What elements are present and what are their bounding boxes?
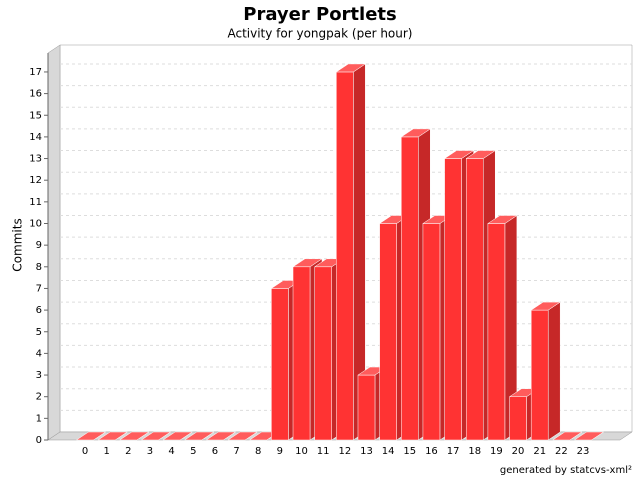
bar-top (530, 301, 562, 311)
x-tick-label: 23 (577, 446, 590, 457)
x-tick-label: 13 (360, 446, 373, 457)
y-tick-label: 15 (29, 110, 42, 121)
y-tick-label: 4 (36, 348, 42, 359)
x-tick-label: 11 (317, 446, 330, 457)
x-tick-label: 16 (425, 446, 438, 457)
y-tick-label: 17 (29, 67, 42, 78)
bar-top (487, 215, 518, 224)
y-tick-label: 0 (36, 435, 42, 446)
x-tick-label: 20 (512, 446, 525, 457)
bar-top (292, 258, 323, 268)
chart-subtitle: Activity for yongpak (per hour) (227, 27, 412, 41)
bar-top (227, 431, 258, 441)
y-tick-label: 12 (29, 175, 42, 186)
y-tick-label: 13 (29, 154, 42, 165)
bar-top (335, 63, 367, 73)
bar (487, 223, 506, 441)
x-tick-label: 14 (382, 446, 395, 457)
x-tick-label: 0 (82, 446, 88, 457)
bar (530, 309, 549, 441)
bar (509, 396, 527, 441)
bar (357, 374, 376, 441)
footer: generated by statcvs-xml² (500, 465, 632, 476)
bar-top (552, 431, 583, 441)
y-tick-label: 9 (36, 240, 42, 251)
chart-title: Prayer Portlets (243, 4, 396, 25)
bar-top (443, 150, 475, 159)
bar (422, 223, 441, 441)
x-tick-label: 10 (295, 446, 308, 457)
x-tick-label: 19 (490, 446, 503, 457)
x-tick-label: 4 (168, 446, 174, 457)
bar-top (400, 128, 432, 138)
x-tick-label: 7 (233, 446, 239, 457)
bar-top (75, 431, 107, 441)
x-tick-label: 8 (255, 446, 261, 457)
y-tick-label: 5 (36, 327, 42, 338)
y-tick-label: 1 (36, 413, 42, 424)
x-tick-label: 15 (403, 446, 416, 457)
y-tick-label: 8 (36, 262, 42, 273)
y-tick-label: 14 (29, 132, 42, 143)
bar-top (465, 150, 497, 159)
bar (292, 266, 311, 441)
y-axis-label: Commits (11, 218, 25, 271)
x-tick-label: 12 (338, 446, 351, 457)
x-tick-label: 18 (468, 446, 481, 457)
y-tick-label: 16 (29, 89, 42, 100)
bar (465, 158, 484, 441)
bar-top (573, 431, 605, 441)
bar-side (547, 301, 561, 441)
x-tick-label: 1 (103, 446, 109, 457)
x-tick-label: 6 (212, 446, 218, 457)
x-tick-label: 5 (190, 446, 196, 457)
x-tick-label: 2 (125, 446, 131, 457)
bar (314, 266, 332, 441)
left-wall (47, 44, 61, 441)
x-tick-label: 17 (447, 446, 460, 457)
bar-top (183, 431, 215, 441)
bar (336, 71, 354, 441)
bar (444, 158, 462, 441)
x-tick-label: 22 (555, 446, 568, 457)
x-tick-label: 9 (277, 446, 283, 457)
bar-top (162, 431, 193, 441)
y-tick-label: 11 (29, 197, 42, 208)
y-tick-label: 10 (29, 219, 42, 230)
bar (271, 288, 289, 441)
y-tick-label: 2 (36, 392, 42, 403)
bar-top (118, 431, 150, 441)
x-tick-label: 3 (147, 446, 153, 457)
y-tick-label: 3 (36, 370, 42, 381)
y-tick-label: 7 (36, 283, 42, 294)
bar-top (205, 431, 237, 441)
x-tick-label: 21 (533, 446, 546, 457)
bar (401, 136, 419, 441)
bar-top (97, 431, 128, 441)
bar-top (140, 431, 172, 441)
y-tick-label: 6 (36, 305, 42, 316)
bar (379, 223, 397, 441)
